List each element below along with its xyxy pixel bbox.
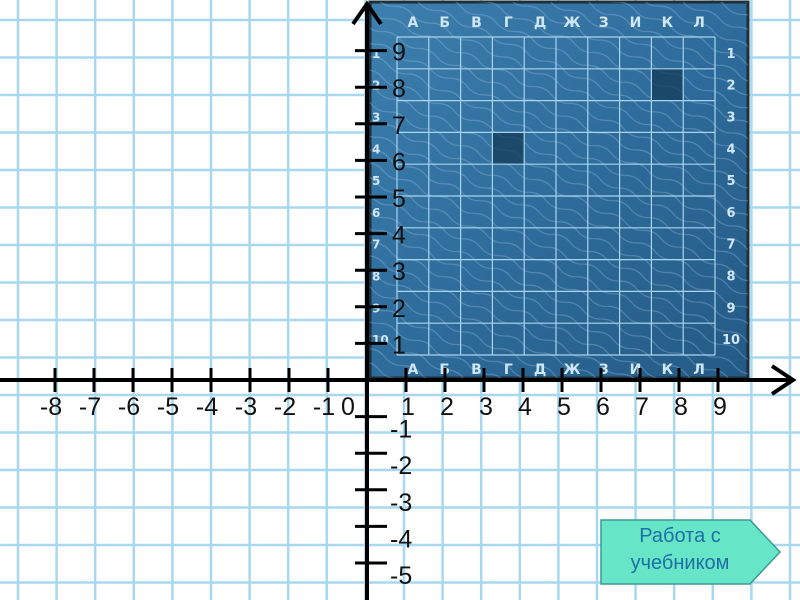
column-label-bottom: В [471, 362, 482, 378]
row-label-left: 5 [372, 174, 380, 188]
row-label-right: 1 [726, 47, 735, 62]
column-label-bottom: К [662, 362, 674, 378]
x-tick-label: -6 [118, 393, 140, 421]
water-texture [370, 2, 748, 378]
battleship-board: ААББВВГГДДЖЖЗЗИИККЛЛ11223344556677889910… [368, 0, 750, 380]
row-label-left: 10 [372, 333, 389, 347]
y-tick-label: -1 [390, 416, 412, 444]
shaded-cell [492, 132, 525, 165]
x-tick-label: 1 [401, 393, 415, 421]
column-label-top: А [407, 15, 418, 31]
row-label-right: 2 [726, 79, 735, 94]
column-label-top: И [630, 15, 642, 31]
column-label-bottom: Г [504, 362, 513, 378]
row-label-left: 7 [372, 238, 380, 252]
column-label-top: З [599, 15, 609, 31]
column-label-bottom: Д [534, 362, 546, 378]
row-label-left: 3 [372, 111, 380, 125]
x-tick-label: 4 [518, 393, 532, 421]
column-label-top: Ж [563, 15, 580, 31]
origin-label: 0 [341, 393, 355, 421]
x-axis-arrow [770, 364, 797, 396]
column-label-bottom: Ж [563, 362, 580, 378]
y-tick-label: 6 [392, 148, 406, 176]
column-label-top: Д [534, 15, 546, 31]
x-tick-label: 2 [440, 393, 454, 421]
x-tick-label: -8 [40, 393, 62, 421]
y-tick-label: 2 [392, 295, 406, 323]
row-label-left: 6 [372, 206, 380, 220]
column-label-top: К [662, 15, 674, 31]
row-label-right: 9 [726, 301, 735, 316]
x-tick-label: -7 [79, 393, 101, 421]
y-tick-label: 1 [392, 331, 406, 359]
column-label-top: В [471, 15, 482, 31]
column-label-bottom: З [599, 362, 609, 378]
x-tick-label: 8 [674, 393, 688, 421]
row-label-right: 6 [726, 206, 735, 221]
row-label-right: 7 [726, 238, 735, 253]
column-label-bottom: Л [693, 362, 705, 378]
button-label-line1: Работа с [639, 525, 721, 547]
column-label-bottom: А [407, 362, 418, 378]
y-tick-label: -5 [390, 562, 412, 590]
arrow-shape [600, 519, 782, 585]
y-tick-label: 4 [392, 222, 406, 250]
row-label-left: 8 [372, 270, 380, 284]
row-label-right: 5 [726, 174, 735, 189]
button-label-line2: учебником [630, 552, 730, 574]
textbook-work-button[interactable]: Работа с учебником [600, 519, 782, 585]
row-label-right: 8 [726, 270, 735, 285]
x-tick-label: 6 [596, 393, 610, 421]
shaded-cell [651, 68, 684, 101]
column-label-top: Л [693, 15, 705, 31]
y-tick-label: -3 [390, 489, 412, 517]
x-tick-label: 7 [635, 393, 649, 421]
column-label-top: Г [504, 15, 513, 31]
y-tick-label: 9 [392, 39, 406, 67]
y-axis-arrow [351, 0, 383, 26]
y-tick-label: 5 [392, 185, 406, 213]
row-label-right: 4 [726, 142, 735, 157]
x-tick-label: 9 [713, 393, 727, 421]
y-tick-label: 8 [392, 75, 406, 103]
row-label-right: 3 [726, 111, 735, 126]
y-tick-label: -4 [390, 525, 412, 553]
y-tick-label: 3 [392, 258, 406, 286]
row-label-left: 1 [372, 47, 380, 61]
row-label-left: 4 [372, 142, 380, 156]
x-tick-label: -4 [196, 393, 218, 421]
column-label-top: Б [439, 15, 450, 31]
x-tick-label: -3 [235, 393, 257, 421]
y-tick-label: 7 [392, 112, 406, 140]
y-tick-label: -2 [390, 452, 412, 480]
column-label-bottom: И [630, 362, 642, 378]
x-tick-label: -5 [157, 393, 179, 421]
row-label-right: 10 [722, 333, 740, 348]
x-tick-label: 3 [479, 393, 493, 421]
x-tick-label: -2 [274, 393, 296, 421]
x-tick-label: -1 [313, 393, 335, 421]
x-tick-label: 5 [557, 393, 571, 421]
